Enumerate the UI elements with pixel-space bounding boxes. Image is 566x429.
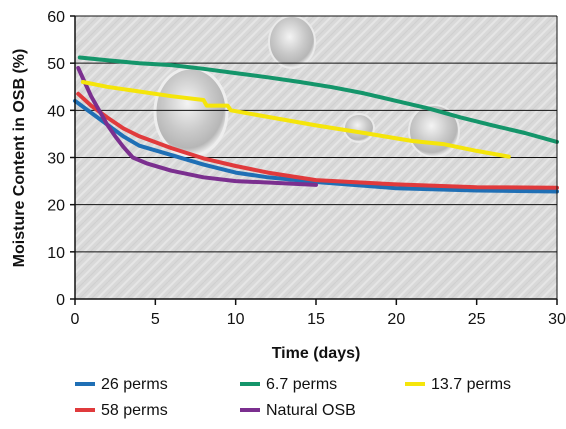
legend-label-26-perms: 26 perms: [101, 376, 168, 393]
series-line-6-7-perms: [77, 55, 559, 144]
x-tick-label: 5: [151, 311, 160, 328]
y-tick-label: 20: [47, 198, 65, 215]
y-tick-label: 30: [47, 151, 65, 168]
legend-label-natural-osb: Natural OSB: [266, 402, 356, 419]
water-droplet: [268, 15, 316, 69]
x-axis-title: Time (days): [272, 345, 361, 362]
legend: 26 perms 6.7 perms 13.7 perms 58 perms Natur…: [75, 376, 511, 419]
y-tick-label: 0: [56, 292, 65, 309]
x-tick-label: 30: [548, 311, 566, 328]
series-lines: [73, 55, 559, 194]
legend-label-13-7-perms: 13.7 perms: [431, 376, 511, 393]
y-axis-title: Moisture Content in OSB (%): [11, 49, 28, 268]
x-tick-label: 20: [387, 311, 405, 328]
y-tick-label: 60: [47, 9, 65, 26]
gridlines: [75, 62, 557, 253]
y-tick-label: 40: [47, 103, 65, 120]
series-line-natural-osb: [76, 65, 318, 187]
y-tick-label: 50: [47, 56, 65, 73]
y-axis-ticks: 0 10 20 30 40 50 60: [47, 9, 75, 309]
legend-label-6-7-perms: 6.7 perms: [266, 376, 337, 393]
x-tick-label: 25: [468, 311, 486, 328]
legend-label-58-perms: 58 perms: [101, 402, 168, 419]
x-tick-label: 0: [71, 311, 80, 328]
x-axis-ticks: 0 5 10 15 20 25 30: [71, 299, 566, 328]
x-tick-label: 15: [307, 311, 325, 328]
y-tick-label: 10: [47, 245, 65, 262]
water-droplet: [343, 113, 375, 143]
series-line-13-7-perms: [81, 80, 511, 159]
series-line-58-perms: [76, 91, 559, 190]
water-droplet: [153, 66, 229, 158]
x-tick-label: 10: [227, 311, 245, 328]
